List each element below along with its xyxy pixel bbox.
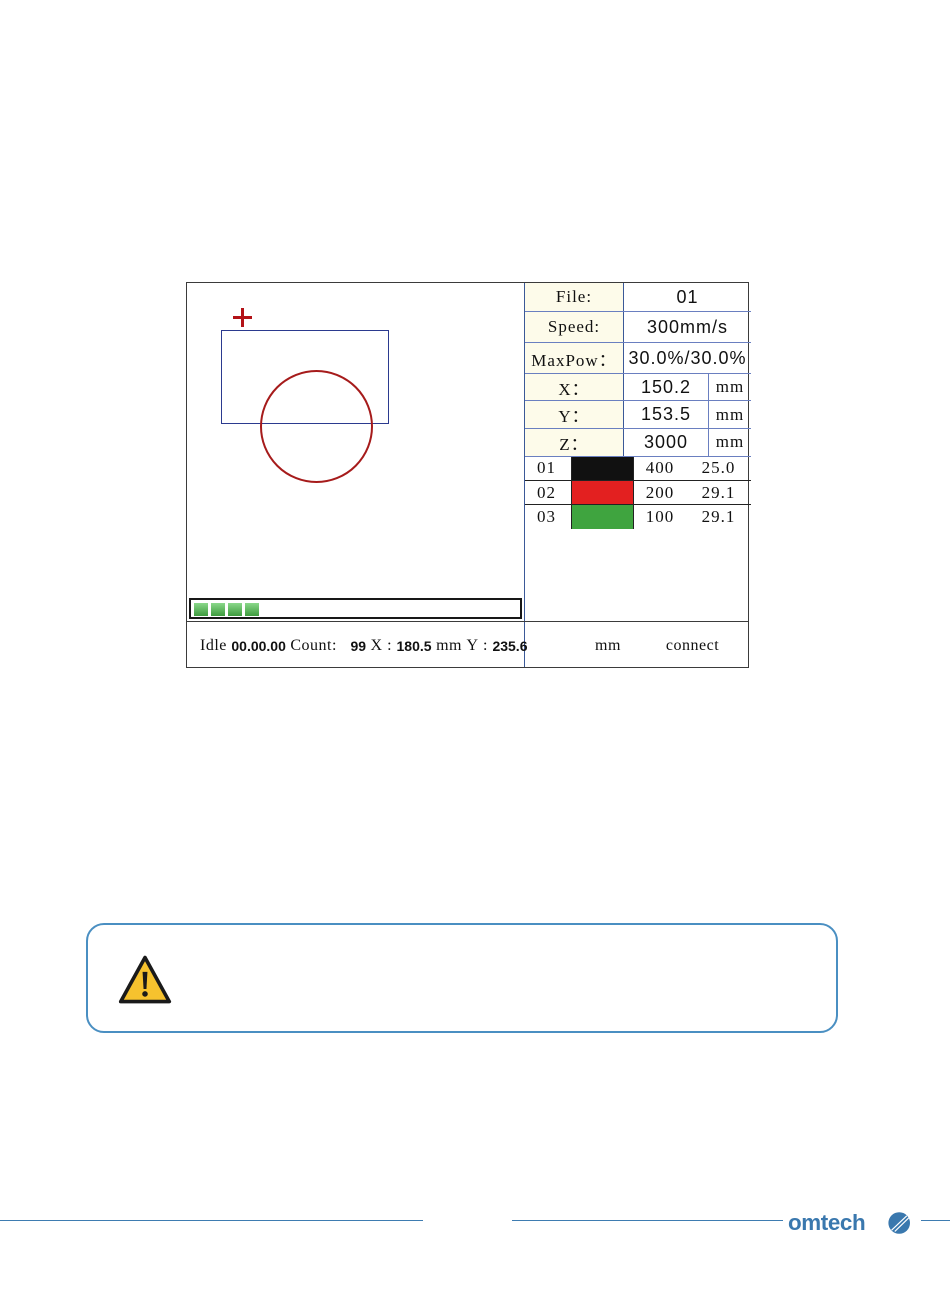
svg-text:omtech: omtech bbox=[788, 1210, 865, 1235]
